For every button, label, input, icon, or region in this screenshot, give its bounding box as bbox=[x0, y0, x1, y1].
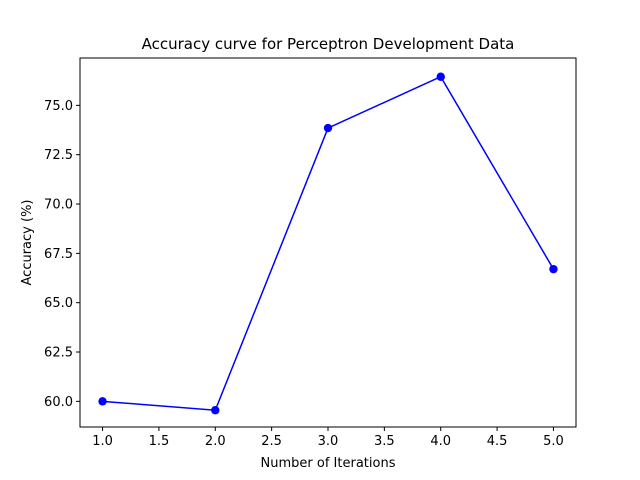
y-axis-label: Accuracy (%) bbox=[20, 200, 35, 286]
data-point bbox=[323, 123, 333, 133]
x-tick-label: 4.0 bbox=[430, 434, 451, 449]
data-point bbox=[211, 406, 220, 415]
x-tick-label: 3.5 bbox=[374, 434, 395, 449]
x-axis-label: Number of Iterations bbox=[261, 456, 396, 471]
x-tick-label: 4.5 bbox=[487, 434, 508, 449]
x-tick-label: 5.0 bbox=[543, 434, 564, 449]
y-tick-label: 62.5 bbox=[44, 346, 73, 361]
y-tick-label: 60.0 bbox=[44, 395, 73, 410]
y-tick-label: 65.0 bbox=[44, 296, 73, 311]
y-tick-label: 67.5 bbox=[44, 247, 73, 262]
y-tick-label: 72.5 bbox=[44, 148, 73, 163]
data-point bbox=[436, 72, 445, 81]
x-tick-label: 2.0 bbox=[205, 434, 226, 449]
chart-title: Accuracy curve for Perceptron Developmen… bbox=[142, 35, 515, 53]
data-point bbox=[98, 397, 107, 406]
x-tick-label: 1.0 bbox=[92, 434, 113, 449]
y-tick-label: 75.0 bbox=[44, 99, 73, 114]
x-tick-label: 2.5 bbox=[261, 434, 282, 449]
x-tick-label: 3.0 bbox=[318, 434, 339, 449]
y-tick-label: 70.0 bbox=[44, 198, 73, 213]
data-point bbox=[549, 264, 558, 274]
x-tick-label: 1.5 bbox=[149, 434, 170, 449]
plot-area-frame bbox=[79, 57, 577, 428]
